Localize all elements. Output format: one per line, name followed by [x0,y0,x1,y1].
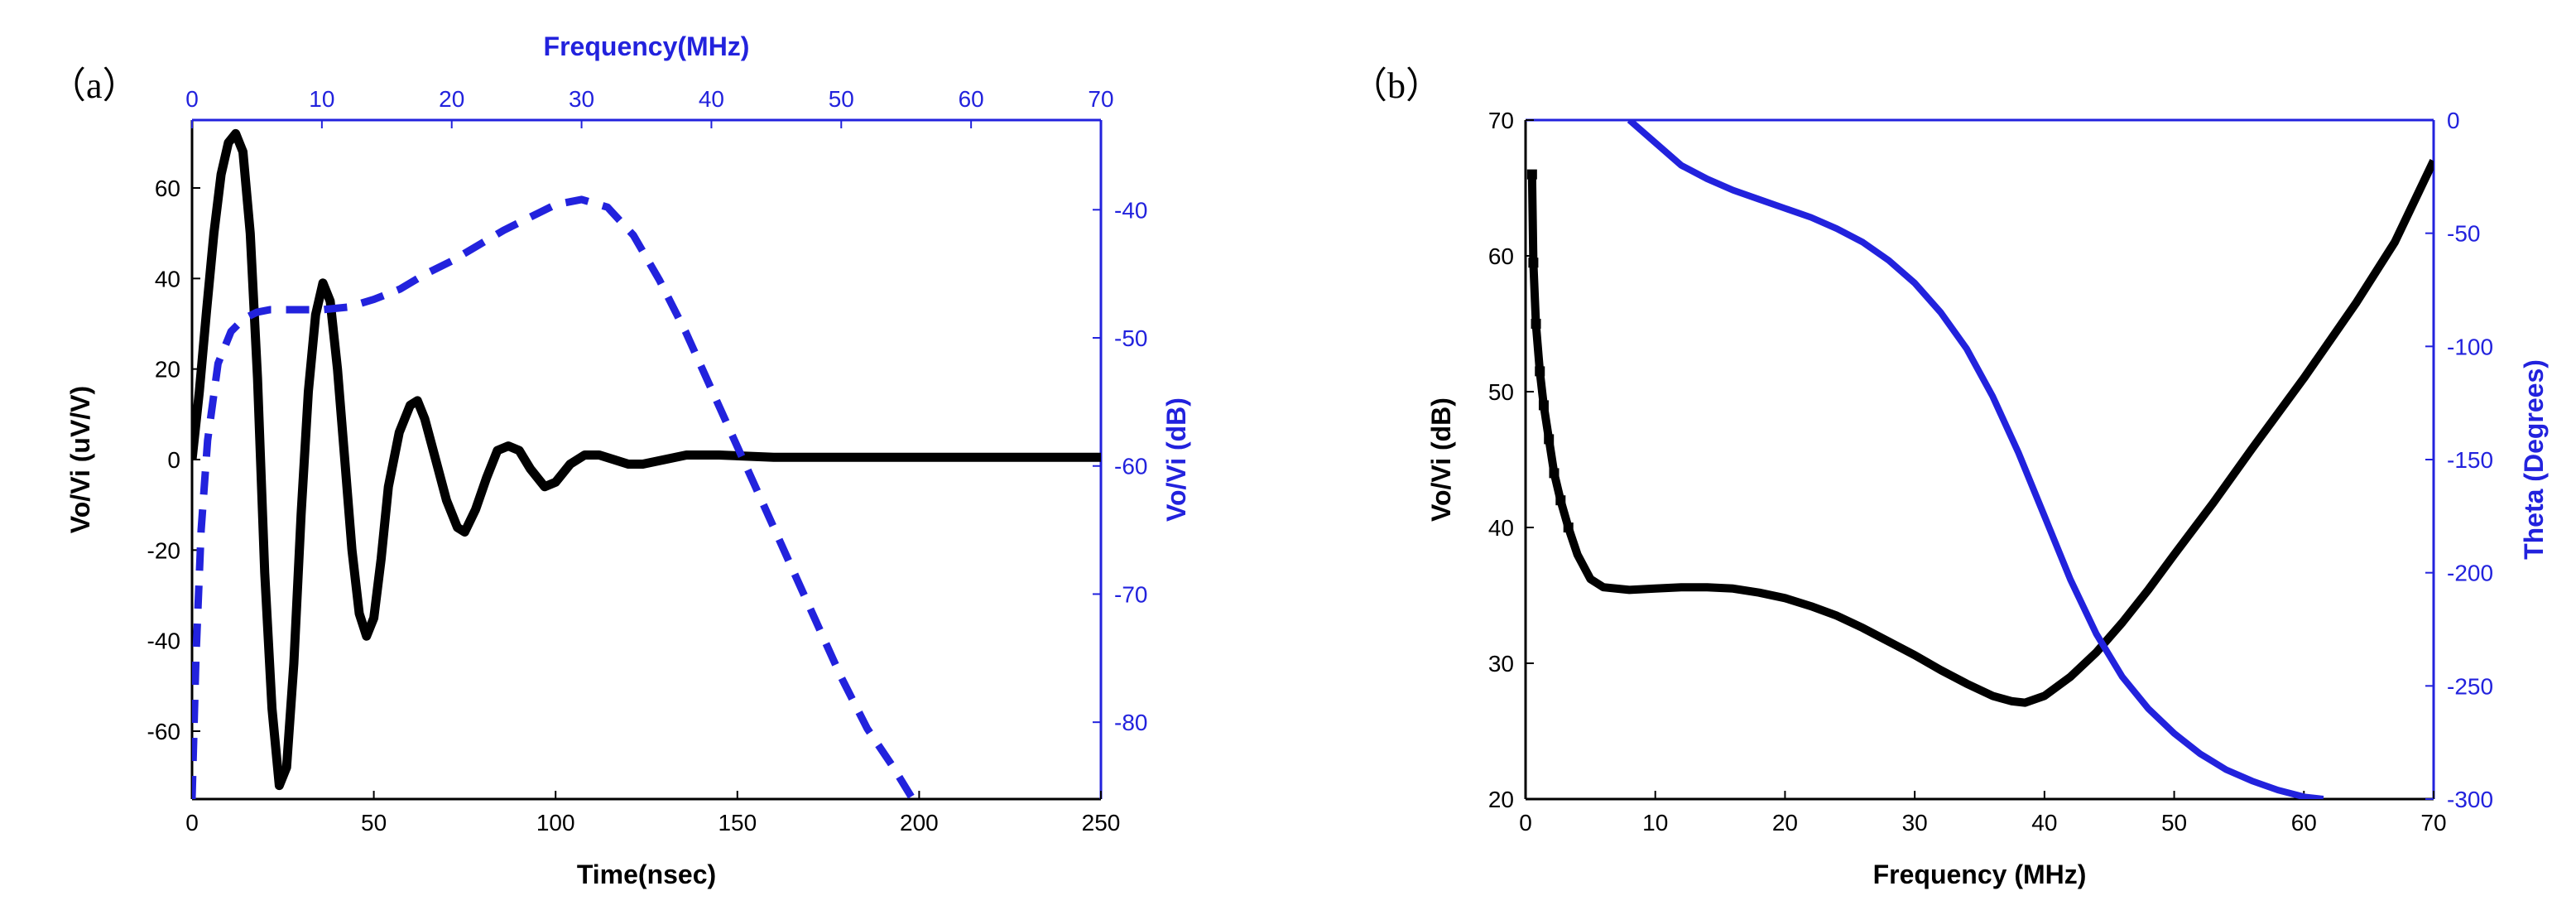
y-left-tick-label: -60 [147,719,180,744]
y-left-tick-label: 50 [1488,379,1514,405]
data-point-marker [1526,169,1537,180]
panel-b: （b） 0 10 20 30 40 50 60 70 Frequency (MHz) 70 60 50 4… [1351,65,2549,889]
top-axis-title: Frequency(MHz) [544,31,750,61]
y-left-tick-label: -20 [147,537,180,563]
data-point-marker [1555,495,1566,506]
top-tick-label: 50 [829,86,854,112]
y-left-axis-title: Vo/Vi (dB) [1426,397,1456,522]
top-tick-label: 10 [309,86,334,112]
data-point-marker [1535,366,1545,377]
y-left-tick-label: 0 [167,447,180,473]
y-left-tick-label: 40 [1488,515,1514,541]
y-right-tick-label: -70 [1114,581,1147,607]
y-right-tick-label: -100 [2447,334,2493,359]
data-point-marker [1531,319,1541,329]
y-right-tick-label: 0 [2447,108,2460,133]
top-tick-label: 20 [439,86,464,112]
x-tick-label: 100 [536,810,575,836]
x-axis-title: Frequency (MHz) [1873,860,2087,889]
x-tick-label: 50 [2161,810,2187,836]
data-point-marker [1563,523,1574,532]
y-right-tick-label: -60 [1114,454,1147,479]
series-line-1 [192,128,1101,791]
y-left-tick-label: 60 [155,176,180,201]
top-tick-label: 0 [185,86,199,112]
data-point-marker [1528,258,1539,268]
y-right-tick-label: -40 [1114,197,1147,223]
y-left-tick-label: 20 [155,357,180,383]
x-tick-label: 60 [2291,810,2317,836]
y-right-tick-label: -150 [2447,447,2493,473]
x-tick-label: 70 [2420,810,2446,836]
series-line-1 [1527,159,2434,707]
data-point-marker [1538,400,1549,411]
top-tick-label: 40 [699,86,724,112]
x-tick-label: 150 [718,810,757,836]
data-point-marker [1544,434,1555,445]
panel-b-label: （b） [1351,65,1442,106]
x-tick-label: 200 [900,810,939,836]
y-right-axis-title: Theta (Degrees) [2519,359,2549,560]
x-tick-label: 40 [2031,810,2057,836]
y-right-tick-label: -200 [2447,561,2493,586]
y-left-tick-label: 60 [1488,243,1514,269]
y-right-tick-label: -50 [1114,325,1147,351]
top-tick-label: 70 [1088,86,1113,112]
x-axis-title: Time(nsec) [577,860,716,889]
x-tick-label: 0 [1519,810,1532,836]
series-line-2 [1627,120,2324,799]
y-left-tick-label: 40 [155,266,180,291]
y-right-tick-label: -50 [2447,221,2480,247]
x-tick-label: 0 [185,810,199,836]
y-right-tick-label: -300 [2447,787,2493,812]
panel-a-label: （a） [50,65,139,106]
top-tick-label: 60 [959,86,984,112]
top-tick-label: 30 [569,86,594,112]
x-tick-label: 20 [1772,810,1798,836]
x-tick-label: 50 [361,810,387,836]
x-tick-label: 10 [1642,810,1668,836]
y-left-tick-label: 20 [1488,787,1514,812]
x-tick-label: 30 [1902,810,1928,836]
y-left-axis-title: Vo/Vi (uV/V) [65,386,95,533]
y-left-tick-label: -40 [147,628,180,654]
y-right-tick-label: -80 [1114,710,1147,735]
y-right-tick-label: -250 [2447,673,2493,699]
y-left-tick-label: 70 [1488,108,1514,133]
data-point-marker [1549,468,1560,479]
y-right-axis-title: Vo/Vi (dB) [1161,397,1191,522]
x-tick-label: 250 [1082,810,1121,836]
y-left-tick-label: 30 [1488,651,1514,677]
